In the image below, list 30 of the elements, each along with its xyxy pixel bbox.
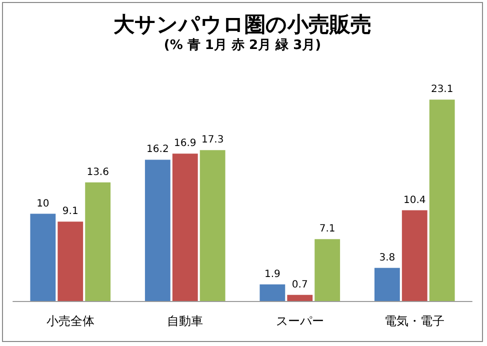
- bar: [200, 150, 226, 301]
- data-label: 17.3: [201, 134, 224, 146]
- x-tick-label: 電気・電子: [384, 314, 445, 328]
- chart-title: 大サンパウロ圏の小売販売: [114, 12, 372, 36]
- bar: [58, 222, 84, 301]
- x-tick-label: 自動車: [167, 314, 204, 328]
- chart-subtitle: (% 青 1月 赤 2月 緑 3月): [164, 38, 322, 53]
- bar: [30, 214, 56, 301]
- data-label: 16.2: [146, 144, 169, 156]
- data-label: 13.6: [86, 166, 109, 178]
- x-tick-label: 小売全体: [46, 314, 94, 328]
- bar: [314, 239, 340, 301]
- bar: [287, 294, 313, 301]
- bar: [429, 100, 455, 301]
- bar: [260, 284, 286, 301]
- data-label: 10.4: [403, 194, 426, 206]
- data-label: 3.8: [379, 252, 396, 264]
- data-label: 23.1: [430, 84, 454, 96]
- bar: [374, 268, 400, 301]
- data-label: 16.9: [174, 138, 196, 150]
- data-label: 10: [36, 198, 50, 210]
- data-label: 1.9: [264, 268, 280, 280]
- x-tick-label: スーパー: [276, 314, 324, 328]
- data-label: 7.1: [319, 224, 336, 235]
- data-label: 9.1: [62, 206, 78, 218]
- data-label: 0.7: [292, 279, 308, 290]
- bar: [85, 182, 111, 301]
- bar: [402, 210, 428, 301]
- bar: [172, 154, 198, 301]
- bar: [144, 160, 170, 301]
